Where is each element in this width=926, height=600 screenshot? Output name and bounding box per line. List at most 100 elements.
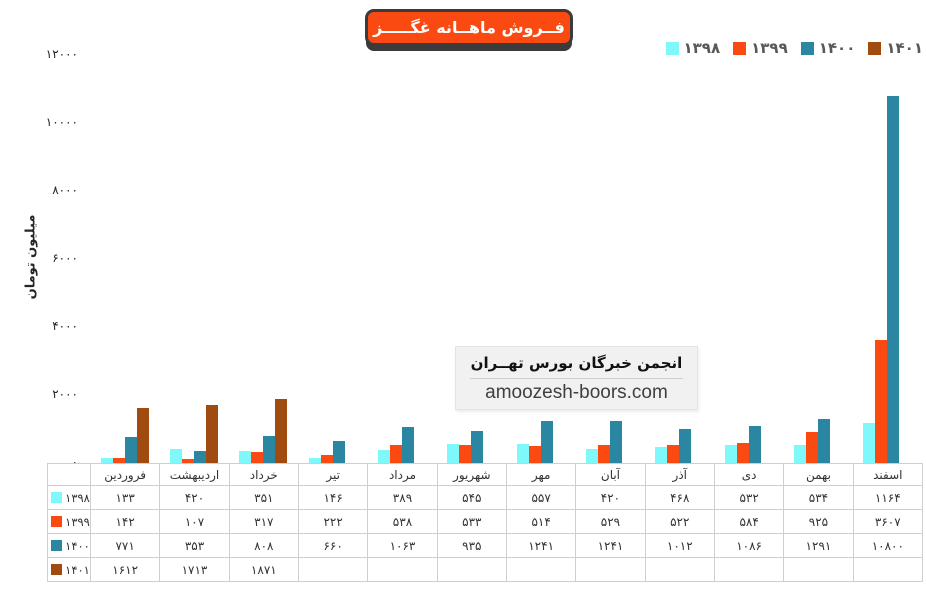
table-cell: ۹۲۵ bbox=[783, 509, 854, 534]
bar bbox=[875, 340, 888, 463]
table-cell: ۱۰۶۳ bbox=[367, 533, 438, 558]
table-cell: ۱۳۳ bbox=[89, 485, 161, 510]
table-cell: ۵۲۲ bbox=[644, 509, 715, 534]
y-tick-label: ۴۰۰۰ bbox=[52, 319, 78, 333]
bar bbox=[806, 431, 818, 463]
legend-swatch-icon bbox=[868, 41, 882, 55]
bar bbox=[251, 452, 264, 463]
y-tick-label: ۱۰۰۰۰ bbox=[45, 115, 78, 129]
series-year-label: ۱۳۹۸ bbox=[65, 490, 90, 505]
legend-item: ۱۳۹۸ bbox=[665, 39, 720, 57]
series-year-label: ۱۳۹۹ bbox=[65, 514, 90, 529]
bar bbox=[402, 426, 414, 463]
table-month-header: فروردین bbox=[89, 463, 161, 486]
table-cell: ۱۰۱۲ bbox=[644, 533, 715, 558]
bar bbox=[447, 444, 460, 463]
table-cell: ۱۰۷ bbox=[159, 509, 230, 534]
table-cell: ۸۰۸ bbox=[228, 533, 299, 558]
legend-item: ۱۴۰۰ bbox=[800, 39, 856, 57]
table-cell: ۱۷۱۳ bbox=[159, 557, 230, 582]
table-month-header: شهریور bbox=[436, 463, 507, 486]
bar bbox=[320, 455, 333, 463]
table-cell: ۳۱۷ bbox=[228, 509, 299, 534]
table-cell bbox=[575, 557, 646, 582]
table-cell bbox=[852, 557, 924, 582]
bar bbox=[655, 447, 668, 463]
series-swatch-icon bbox=[51, 563, 63, 575]
table-month-header: بهمن bbox=[783, 463, 854, 486]
table-cell bbox=[505, 557, 577, 582]
series-year-label: ۱۴۰۰ bbox=[65, 538, 90, 553]
table-month-header: آذر bbox=[644, 463, 715, 486]
legend-item: ۱۳۹۹ bbox=[733, 39, 788, 57]
table-cell: ۱۲۴۱ bbox=[505, 533, 577, 558]
table-cell: ۹۳۵ bbox=[436, 533, 507, 558]
bar bbox=[239, 451, 252, 463]
watermark: انجمن خبرگان بورس تهــران amoozesh-boors… bbox=[455, 346, 698, 410]
bar bbox=[736, 443, 749, 463]
bar bbox=[275, 399, 288, 463]
bar bbox=[124, 436, 137, 463]
bar bbox=[136, 408, 149, 463]
table-row: ۱۴۰۱ ۱۶۱۲ ۱۷۱۳ ۱۸۷۱ bbox=[47, 557, 924, 582]
bar bbox=[471, 431, 484, 463]
table-cell: ۱۶۱۲ bbox=[89, 557, 161, 582]
plot-area bbox=[90, 55, 922, 463]
bar bbox=[308, 458, 321, 463]
legend-label: ۱۴۰۱ bbox=[886, 39, 923, 57]
table-cell: ۳۶۰۷ bbox=[852, 509, 924, 534]
table-month-header: مرداد bbox=[367, 463, 438, 486]
table-cell: ۵۴۵ bbox=[436, 485, 507, 510]
bar bbox=[528, 445, 541, 463]
chart-legend: ۱۳۹۸ ۱۳۹۹ ۱۴۰۰ ۱۴۰۱ bbox=[665, 39, 923, 57]
table-cell bbox=[644, 557, 715, 582]
table-row: ۱۳۹۹ ۱۴۲ ۱۰۷ ۳۱۷ ۲۲۲ ۵۳۸ ۵۳۳ ۵۱۴ ۵۲۹ ۵۲۲ ۵۸۴ ۹۲۵ ۳۶۰… bbox=[47, 509, 924, 534]
table-cell: ۱۴۲ bbox=[89, 509, 161, 534]
series-swatch-icon bbox=[51, 515, 63, 527]
y-tick-label: ۱۲۰۰۰ bbox=[45, 47, 78, 61]
bar bbox=[610, 420, 622, 463]
bar bbox=[679, 428, 692, 463]
bar bbox=[378, 449, 390, 463]
legend-label: ۱۳۹۹ bbox=[751, 39, 788, 57]
table-cell: ۵۵۷ bbox=[505, 485, 577, 510]
table-cell bbox=[367, 557, 438, 582]
table-cell: ۱۰۸۰۰ bbox=[852, 533, 924, 558]
bar bbox=[390, 444, 402, 463]
table-cell: ۱۴۶ bbox=[297, 485, 369, 510]
bar bbox=[170, 448, 182, 463]
table-cell: ۷۷۱ bbox=[89, 533, 161, 558]
table-cell: ۵۳۴ bbox=[783, 485, 854, 510]
table-cell: ۵۳۲ bbox=[713, 485, 785, 510]
y-tick-label: ۸۰۰۰ bbox=[52, 183, 78, 197]
bar bbox=[332, 440, 345, 463]
table-month-header: اسفند bbox=[852, 463, 924, 486]
table-month-header: خرداد bbox=[228, 463, 299, 486]
series-year-label: ۱۴۰۱ bbox=[65, 562, 90, 577]
table-row-header: ۱۴۰۰ bbox=[47, 533, 91, 558]
y-tick-label: ۲۰۰۰ bbox=[52, 387, 78, 401]
bar bbox=[818, 419, 830, 463]
table-month-header: مهر bbox=[505, 463, 577, 486]
bar bbox=[459, 444, 472, 463]
table-cell: ۵۲۹ bbox=[575, 509, 646, 534]
table-row-header: ۱۳۹۸ bbox=[47, 485, 91, 510]
table-cell bbox=[436, 557, 507, 582]
table-cell: ۳۸۹ bbox=[367, 485, 438, 510]
table-row-header: ۱۳۹۹ bbox=[47, 509, 91, 534]
series-swatch-icon bbox=[51, 539, 63, 551]
watermark-divider bbox=[470, 378, 683, 379]
bar bbox=[887, 95, 900, 463]
bar bbox=[598, 445, 610, 463]
chart-title: فــروش ماهــانه غگـــــز bbox=[373, 18, 565, 37]
watermark-brand-text: انجمن خبرگان بورس تهــران bbox=[470, 354, 683, 372]
table-cell: ۴۶۸ bbox=[644, 485, 715, 510]
bar bbox=[182, 459, 194, 463]
table-cell: ۵۳۳ bbox=[436, 509, 507, 534]
table-month-header: آبان bbox=[575, 463, 646, 486]
table-corner-cell bbox=[47, 463, 91, 486]
legend-label: ۱۴۰۰ bbox=[818, 39, 856, 57]
table-cell bbox=[297, 557, 369, 582]
table-cell: ۱۰۸۶ bbox=[713, 533, 785, 558]
y-tick-label: ۰ bbox=[71, 455, 78, 469]
